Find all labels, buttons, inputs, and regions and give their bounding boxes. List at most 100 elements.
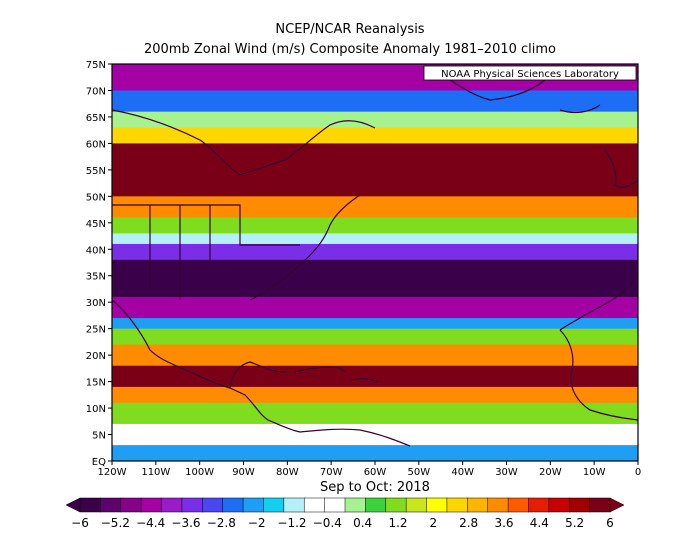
lat-tick-label: 35N xyxy=(86,272,106,283)
colorbar-cell xyxy=(487,497,509,513)
lon-tick-label: 30W xyxy=(495,467,518,478)
colorbar-cell xyxy=(161,497,183,513)
lat-tick-label: 5N xyxy=(92,431,106,442)
colorbar-cell xyxy=(263,497,285,513)
colorbar-cell xyxy=(79,497,101,513)
lon-tick-label: 10W xyxy=(583,467,606,478)
colorbar-labels: −6 −5.2 −4.4 −3.6 −2.8 −2 −1.2 −0.4 0.4 1.2 2 2.8 3.… xyxy=(71,516,614,530)
colorbar-cell xyxy=(222,497,244,513)
colorbar-cell xyxy=(507,497,530,513)
lat-tick-label: 50N xyxy=(86,192,106,203)
colorbar-cell xyxy=(446,497,468,513)
lat-tick-label: 20N xyxy=(86,351,106,362)
coastline-overlay xyxy=(111,65,639,447)
colorbar-tick-label: −2 xyxy=(248,516,266,530)
colorbar-cell xyxy=(283,497,305,513)
colorbar-tick-label: −6 xyxy=(71,516,89,530)
anomaly-band-1 xyxy=(112,90,638,113)
anomaly-band-13 xyxy=(112,344,638,367)
anomaly-band-16 xyxy=(112,402,638,425)
anomaly-band-14 xyxy=(112,365,638,388)
lat-tick-label: 65N xyxy=(86,113,106,124)
credit-box xyxy=(423,65,637,81)
colorbar-cell xyxy=(467,497,489,513)
anomaly-band-17 xyxy=(112,423,638,446)
colorbar-cell xyxy=(365,497,387,513)
colorbar-tick-label: 4.4 xyxy=(530,516,549,530)
lon-tick-label: 120W xyxy=(98,467,127,478)
anomaly-band-3 xyxy=(112,127,638,144)
colorbar-tick-label: −1.2 xyxy=(277,516,306,530)
lat-tick-label: 75N xyxy=(86,60,106,71)
lat-tick-label: 10N xyxy=(86,404,106,415)
lon-tick-label: 80W xyxy=(276,467,299,478)
colorbar-tick-label: 0.4 xyxy=(353,516,372,530)
page-subtitle: 200mb Zonal Wind (m/s) Composite Anomaly… xyxy=(143,42,557,57)
colorbar-cell xyxy=(405,497,428,513)
colorbar-max-arrow xyxy=(609,497,625,513)
anomaly-bands xyxy=(112,64,638,462)
anomaly-band-11 xyxy=(112,318,638,330)
colorbar-cell xyxy=(385,497,407,513)
lat-tick-label: 15N xyxy=(86,378,106,389)
anomaly-band-4 xyxy=(112,143,638,197)
lon-tick-label: 50W xyxy=(408,467,431,478)
lat-tick-label: 25N xyxy=(86,325,106,336)
colorbar-cell xyxy=(548,497,570,513)
colorbar-cell xyxy=(568,497,591,513)
anomaly-band-18 xyxy=(112,445,638,462)
lat-tick-label: EQ xyxy=(92,457,106,468)
lon-tick-label: 110W xyxy=(141,467,170,478)
anomaly-band-10 xyxy=(112,296,638,319)
longitude-axis: 120W 110W 100W 90W 80W 70W 60W 50W 40W 30W 20W 10W 0 xyxy=(98,461,641,478)
colorbar-tick-label: −2.8 xyxy=(207,516,236,530)
colorbar-cell xyxy=(242,497,265,513)
colorbar-cells xyxy=(65,497,625,513)
lon-tick-label: 0 xyxy=(635,467,641,478)
colorbar-cell xyxy=(303,497,326,513)
anomaly-band-12 xyxy=(112,328,638,346)
lat-tick-label: 40N xyxy=(86,245,106,256)
anomaly-band-7 xyxy=(112,233,638,245)
lat-tick-label: 30N xyxy=(86,298,106,309)
colorbar-min-arrow xyxy=(65,497,81,513)
anomaly-band-5 xyxy=(112,196,638,219)
colorbar-cell xyxy=(100,497,122,513)
lat-tick-label: 60N xyxy=(86,139,106,150)
lat-tick-label: 55N xyxy=(86,166,106,177)
colorbar-tick-label: 5.2 xyxy=(565,516,584,530)
colorbar-tick-label: −3.6 xyxy=(171,516,200,530)
anomaly-band-8 xyxy=(112,243,638,261)
lon-tick-label: 40W xyxy=(451,467,474,478)
lon-tick-label: 90W xyxy=(232,467,255,478)
colorbar-tick-label: 2.8 xyxy=(459,516,478,530)
anomaly-band-2 xyxy=(112,111,638,129)
anomaly-band-6 xyxy=(112,217,638,234)
colorbar-cell xyxy=(344,497,366,513)
colorbar-tick-label: −0.4 xyxy=(313,516,342,530)
anomaly-band-9 xyxy=(112,259,638,298)
lon-tick-label: 100W xyxy=(185,467,214,478)
colorbar-tick-label: −4.4 xyxy=(136,516,165,530)
lon-tick-label: 70W xyxy=(320,467,343,478)
colorbar-cell xyxy=(528,497,550,513)
colorbar-cell xyxy=(426,497,448,513)
colorbar-cell xyxy=(140,497,163,513)
latitude-axis: 75N 70N 65N 60N 55N 50N 45N 40N 35N 30N 25N 20N 15N 1… xyxy=(86,60,112,468)
colorbar-cell xyxy=(324,497,346,513)
page-title: NCEP/NCAR Reanalysis xyxy=(275,22,425,37)
anomaly-band-15 xyxy=(112,386,638,404)
credit-label: NOAA Physical Sciences Laboratory xyxy=(441,69,619,80)
colorbar-cell xyxy=(589,497,611,513)
colorbar-cell xyxy=(181,497,203,513)
colorbar-tick-label: 3.6 xyxy=(494,516,513,530)
colorbar-tick-label: −5.2 xyxy=(101,516,130,530)
lat-tick-label: 45N xyxy=(86,219,106,230)
lon-tick-label: 20W xyxy=(539,467,562,478)
period-label: Sep to Oct: 2018 xyxy=(320,480,430,495)
lon-tick-label: 60W xyxy=(364,467,387,478)
colorbar-cell xyxy=(120,497,142,513)
colorbar-tick-label: 2 xyxy=(430,516,438,530)
